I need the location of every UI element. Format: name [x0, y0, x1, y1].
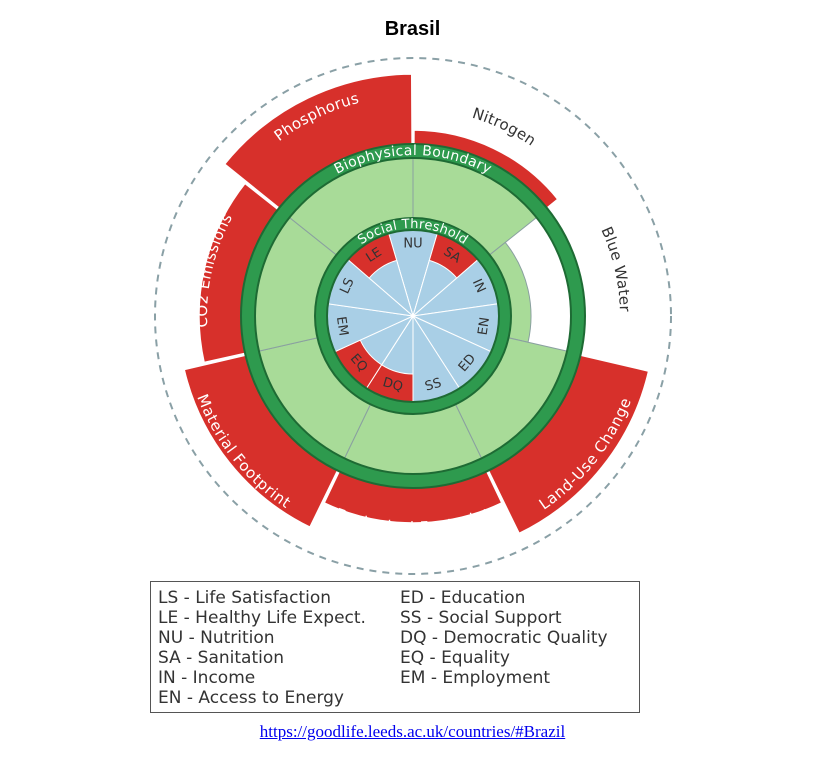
- social-threshold-ring: [316, 219, 510, 413]
- legend-item: LS - Life Satisfaction: [158, 588, 332, 608]
- social-code-label: NU: [403, 237, 422, 252]
- legend-item: SS - Social Support: [400, 608, 562, 628]
- social-code-label: IN: [469, 277, 488, 296]
- biophysical-zone-layer: [254, 157, 568, 475]
- social-code-label: DQ: [381, 375, 405, 395]
- legend-item: EM - Employment: [400, 668, 551, 688]
- legend-item: EQ - Equality: [400, 648, 510, 668]
- boundary-rings-layer: [240, 143, 586, 489]
- social-code-label: LS: [337, 276, 357, 296]
- legend-item: LE - Healthy Life Expect.: [158, 608, 366, 628]
- social-code-label: EM: [333, 316, 351, 337]
- social-shortfall-inner: [368, 259, 414, 318]
- legend-item: DQ - Democratic Quality: [400, 628, 608, 648]
- legend-item: SA - Sanitation: [158, 648, 285, 668]
- biophysical-label: Blue Water: [598, 224, 635, 313]
- legend-item: EN - Access to Energy: [158, 688, 344, 708]
- legend-box: LS - Life Satisfaction LE - Healthy Life…: [150, 581, 640, 713]
- legend-item: IN - Income: [158, 668, 256, 688]
- legend-item: NU - Nutrition: [158, 628, 275, 648]
- legend-column-right: ED - Education SS - Social Support DQ - …: [400, 588, 608, 688]
- dashed-limit-circle: [154, 57, 672, 575]
- legend-column-left: LS - Life Satisfaction LE - Healthy Life…: [158, 588, 366, 708]
- social-code-label: EN: [476, 316, 493, 336]
- biophysical-label-text: Blue Water: [598, 224, 634, 313]
- legend-item: ED - Education: [400, 588, 526, 608]
- source-link[interactable]: https://goodlife.leeds.ac.uk/countries/#…: [259, 722, 566, 741]
- social-code-label: SS: [423, 376, 443, 395]
- biophysical-boundary-ring: [242, 145, 584, 487]
- social-code-label: LE: [364, 245, 385, 266]
- page-title: Brasil: [384, 18, 441, 40]
